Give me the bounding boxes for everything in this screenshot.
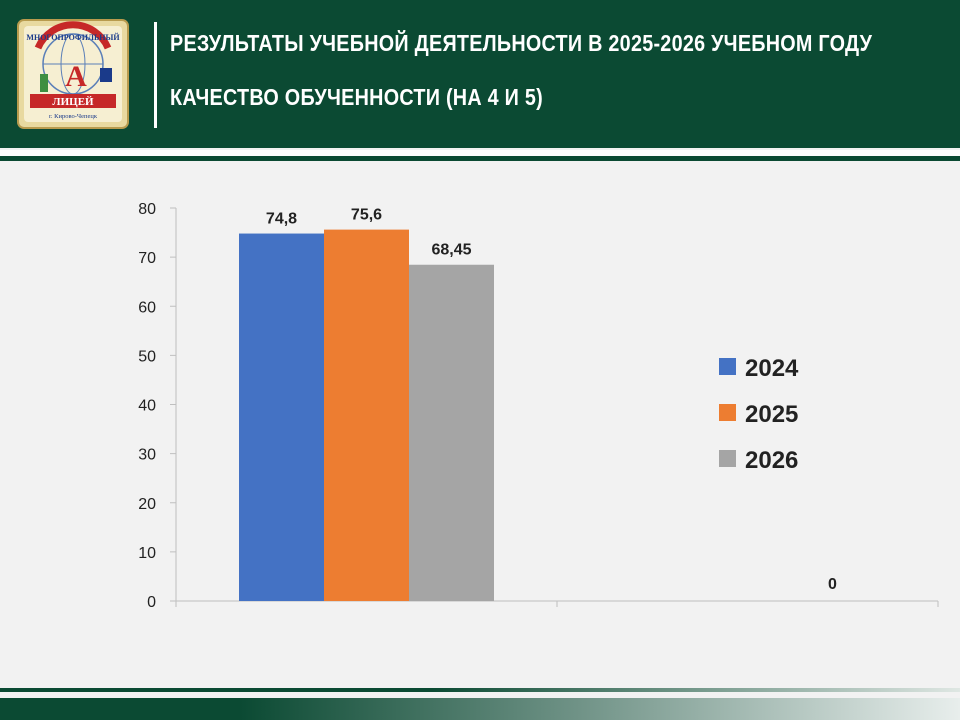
legend-swatch-2024 (719, 358, 736, 375)
data-label: 75,6 (351, 207, 382, 224)
y-tick-label: 70 (138, 250, 156, 267)
legend-swatch-2026 (719, 450, 736, 467)
header-bar: МНОГОПРОФИЛЬНЫЙ A ЛИЦЕЙ г. Кирово-Чепецк… (0, 0, 960, 148)
page-subtitle: КАЧЕСТВО ОБУЧЕННОСТИ (НА 4 И 5) (170, 84, 543, 110)
footer-stripe (0, 688, 960, 692)
data-label: 68,45 (431, 242, 471, 259)
bar-2026 (409, 264, 494, 601)
y-tick-label: 80 (138, 201, 156, 218)
y-tick-label: 50 (138, 348, 156, 365)
school-emblem-icon: МНОГОПРОФИЛЬНЫЙ A ЛИЦЕЙ г. Кирово-Чепецк (17, 19, 129, 129)
y-tick-label: 40 (138, 398, 156, 415)
bar-2024 (239, 233, 324, 602)
y-tick-label: 30 (138, 447, 156, 464)
legend-label: 2024 (745, 355, 799, 382)
page-title: РЕЗУЛЬТАТЫ УЧЕБНОЙ ДЕЯТЕЛЬНОСТИ В 2025-2… (170, 30, 873, 56)
logo-city-text: г. Кирово-Чепецк (49, 113, 98, 120)
footer-bar (0, 698, 960, 720)
legend-swatch-2025 (719, 404, 736, 421)
data-label: 0 (828, 576, 837, 593)
y-tick-label: 10 (138, 545, 156, 562)
header-divider (154, 22, 157, 128)
header-stripe-light (0, 150, 960, 156)
y-tick-label: 0 (147, 594, 156, 611)
logo-top-text: МНОГОПРОФИЛЬНЫЙ (26, 33, 120, 42)
y-tick-label: 60 (138, 299, 156, 316)
data-label: 74,8 (266, 211, 297, 228)
header-stripe-dark (0, 156, 960, 161)
bar-2025 (324, 229, 409, 602)
y-tick-label: 20 (138, 496, 156, 513)
legend-label: 2026 (745, 447, 798, 474)
logo-main-text: ЛИЦЕЙ (52, 96, 94, 108)
svg-text:A: A (65, 60, 87, 93)
legend-label: 2025 (745, 401, 798, 428)
